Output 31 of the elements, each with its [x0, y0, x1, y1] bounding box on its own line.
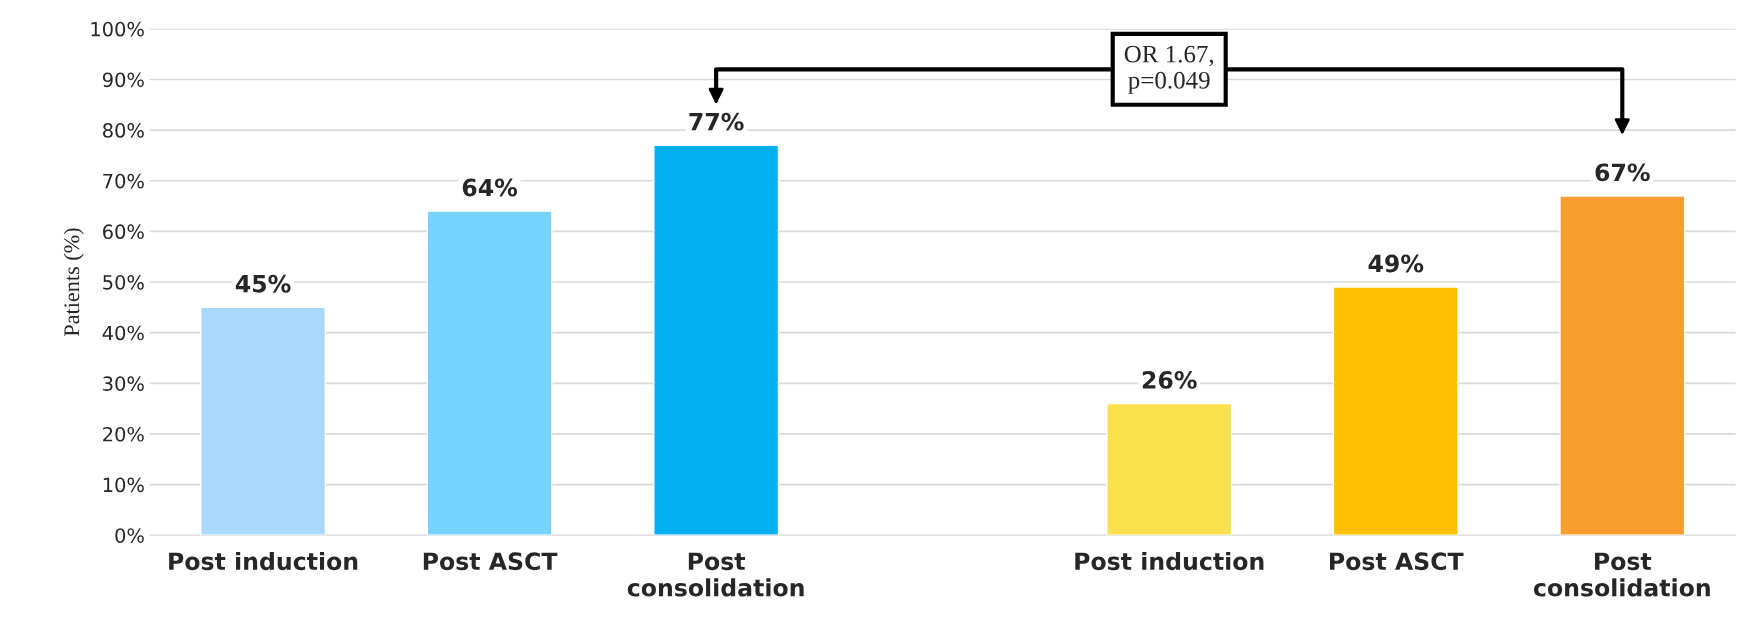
bar: [1559, 195, 1686, 536]
x-tick-label: Post ASCT: [1330, 552, 1464, 571]
data-label: 49%: [1368, 254, 1424, 273]
bar: [1332, 286, 1459, 536]
y-tick-label: 70%: [103, 173, 144, 189]
y-tick-label: 80%: [103, 123, 144, 138]
y-tick-label: 30%: [103, 376, 144, 391]
x-tick-label: Post ASCT: [423, 552, 558, 571]
annotation: OR 1.67, p=0.049: [1124, 45, 1214, 94]
x-tick-label: Post induction: [1075, 551, 1264, 571]
y-tick-label: 50%: [103, 275, 144, 290]
y-tick-label: 90%: [102, 72, 144, 88]
data-label: 77%: [689, 112, 744, 131]
y-axis-title: Patients (%): [63, 228, 84, 337]
y-tick-label: 100%: [91, 21, 144, 37]
data-label: 67%: [1595, 163, 1650, 182]
y-tick-label: 40%: [102, 325, 144, 341]
x-tick-label: Post consolidation: [1533, 552, 1710, 597]
data-label: 64%: [462, 178, 518, 197]
x-tick-label: Post induction: [169, 551, 358, 571]
data-label: 45%: [235, 274, 291, 293]
bar: [653, 144, 780, 536]
y-tick-label: 60%: [103, 224, 144, 240]
y-tick-label: 10%: [103, 477, 144, 493]
bar: [426, 210, 553, 536]
y-tick-label: 20%: [103, 426, 144, 442]
data-label: 26%: [1142, 371, 1197, 389]
bar: [1106, 402, 1233, 536]
x-tick-label: Post consolidation: [627, 552, 804, 597]
y-tick-label: 0%: [115, 528, 144, 543]
bar: [200, 306, 327, 536]
